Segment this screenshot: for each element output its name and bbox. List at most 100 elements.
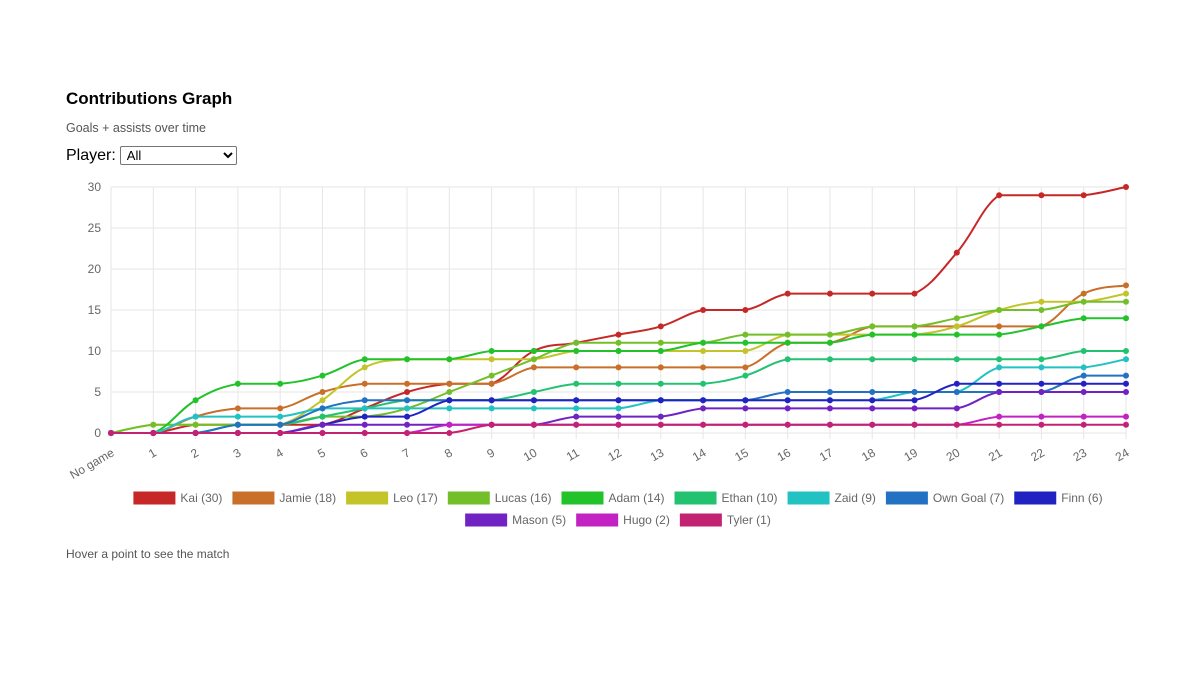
data-point <box>1038 421 1045 428</box>
data-point <box>826 339 833 346</box>
x-tick-label: 17 <box>817 445 836 464</box>
data-point <box>150 430 157 436</box>
data-point <box>826 389 833 395</box>
data-point <box>700 380 707 387</box>
x-tick-label: 3 <box>231 445 244 461</box>
data-point <box>530 421 537 428</box>
data-point <box>742 348 749 354</box>
data-point <box>742 421 749 428</box>
data-point <box>1080 290 1087 297</box>
data-point <box>1038 364 1045 371</box>
legend-label: Zaid (9) <box>835 491 876 505</box>
data-point <box>192 421 199 428</box>
data-point <box>911 290 918 297</box>
legend-label: Jamie (18) <box>279 491 336 505</box>
data-point <box>573 405 580 412</box>
data-point <box>488 380 495 387</box>
legend-label: Kai (30) <box>180 491 222 505</box>
x-tick-label: 16 <box>775 445 794 464</box>
data-point <box>1080 364 1087 371</box>
data-point <box>1080 389 1087 395</box>
data-point <box>911 421 918 428</box>
data-point <box>784 397 791 404</box>
data-point <box>1123 282 1129 289</box>
data-point <box>404 356 411 363</box>
data-point <box>869 331 876 338</box>
data-point <box>700 421 707 428</box>
legend-swatch <box>447 491 490 505</box>
data-point <box>1038 380 1045 387</box>
legend-label: Leo (17) <box>393 491 438 505</box>
data-point <box>1080 413 1087 420</box>
data-point <box>1038 389 1045 395</box>
data-point <box>911 323 918 330</box>
data-point <box>404 405 411 412</box>
x-tick-label: 1 <box>146 445 159 461</box>
data-point <box>319 413 326 420</box>
data-point <box>615 397 622 404</box>
page-title: Contributions Graph <box>66 89 233 108</box>
data-point <box>953 405 960 412</box>
data-point <box>700 397 707 404</box>
y-tick-label: 30 <box>88 180 102 194</box>
x-tick-label: 18 <box>859 445 878 464</box>
data-point <box>361 356 368 363</box>
data-point <box>404 413 411 420</box>
data-point <box>615 421 622 428</box>
data-point <box>277 430 284 436</box>
data-point <box>657 348 664 354</box>
data-point <box>1080 298 1087 305</box>
data-point <box>996 307 1003 313</box>
data-point <box>1080 192 1087 199</box>
x-tick-label: 9 <box>484 445 497 461</box>
data-point <box>953 380 960 387</box>
x-tick-label: 4 <box>273 445 286 461</box>
legend-label: Own Goal (7) <box>933 491 1004 505</box>
legend-swatch <box>465 513 508 527</box>
x-tick-label: 14 <box>690 445 709 464</box>
data-point <box>953 331 960 338</box>
data-point <box>1038 356 1045 363</box>
legend-swatch <box>885 491 928 505</box>
data-point <box>869 323 876 330</box>
data-point <box>319 397 326 404</box>
x-tick-label: No game <box>67 445 116 482</box>
data-point <box>573 413 580 420</box>
y-tick-label: 15 <box>88 303 102 317</box>
data-point <box>361 364 368 371</box>
legend-swatch <box>1014 491 1057 505</box>
data-point <box>446 380 453 387</box>
data-point <box>700 405 707 412</box>
data-point <box>234 413 241 420</box>
data-point <box>404 397 411 404</box>
data-point <box>488 348 495 354</box>
x-tick-label: 11 <box>564 445 582 464</box>
data-point <box>530 364 537 371</box>
data-point <box>234 380 241 387</box>
x-tick-label: 23 <box>1071 445 1090 464</box>
x-tick-label: 6 <box>357 445 370 461</box>
data-point <box>911 331 918 338</box>
data-point <box>446 356 453 363</box>
data-point <box>657 397 664 404</box>
data-point <box>657 339 664 346</box>
data-point <box>1123 315 1129 322</box>
data-point <box>869 356 876 363</box>
legend-swatch <box>232 491 275 505</box>
data-point <box>953 389 960 395</box>
player-filter: Player: All <box>66 146 237 165</box>
data-point <box>404 421 411 428</box>
data-point <box>826 421 833 428</box>
y-tick-label: 20 <box>88 262 102 276</box>
data-point <box>953 421 960 428</box>
data-point <box>446 430 453 436</box>
data-point <box>911 397 918 404</box>
data-point <box>573 421 580 428</box>
data-point <box>657 421 664 428</box>
player-select[interactable]: All <box>119 146 237 165</box>
data-point <box>404 430 411 436</box>
data-point <box>869 421 876 428</box>
data-point <box>826 331 833 338</box>
legend-label: Finn (6) <box>1061 491 1102 505</box>
